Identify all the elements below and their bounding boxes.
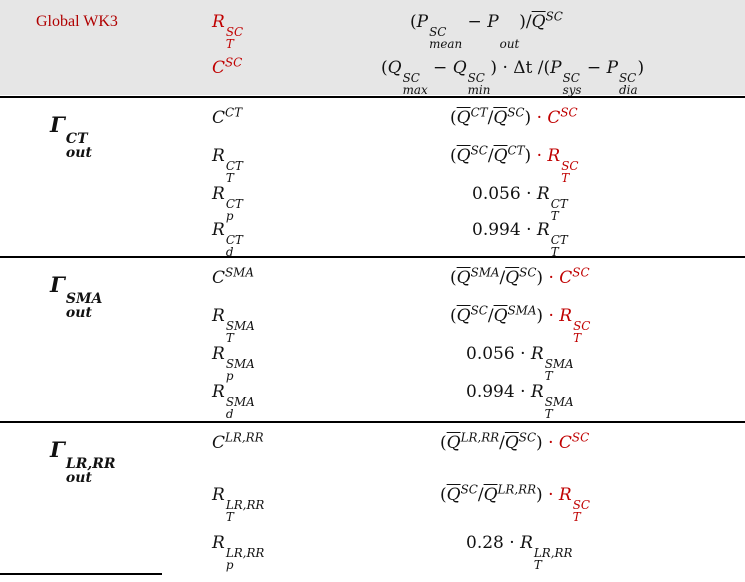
- param-cell: R CT T: [212, 146, 243, 185]
- formula-cell: (QSC/QCT) · R SC T: [450, 143, 579, 185]
- param-cell: R LR,RR p: [212, 533, 265, 572]
- formula-cell: 0.994 · R SMA T: [466, 382, 574, 421]
- header-formula-rt: (P SC mean − P out)/QSC: [410, 9, 563, 51]
- header-formula-c: (Q SC max − Q SC min) · Δt /(P SC sys − P SC dia…: [381, 58, 645, 97]
- formula-cell: 0.056 · R CT T: [472, 184, 568, 223]
- formula-cell: 0.28 · R LR,RR T: [466, 533, 573, 572]
- param-cell: CLR,RR: [212, 430, 264, 453]
- param-cell: R CT d: [212, 220, 243, 259]
- formula-cell: 0.994 · R CT T: [472, 220, 568, 259]
- rule-top-lrrr: [0, 421, 745, 423]
- formula-cell: 0.056 · R SMA T: [466, 344, 574, 383]
- param-cell: R CT p: [212, 184, 243, 223]
- param-cell: R SMA p: [212, 344, 255, 383]
- rule-top-ct: [0, 96, 745, 98]
- group-label: Γ SMA out: [50, 272, 103, 322]
- group-label: Γ LR,RR out: [50, 437, 116, 487]
- rule-top-sma: [0, 256, 745, 258]
- group-label: Γ CT out: [50, 112, 92, 162]
- formula-cell: (QSC/QSMA) · R SC T: [450, 303, 591, 345]
- header-band: [0, 0, 745, 95]
- formula-cell: (QCT/QSC) · CSC: [450, 105, 578, 128]
- footnote-rule: [0, 573, 162, 575]
- param-cell: R LR,RR T: [212, 485, 265, 524]
- param-cell: R SMA T: [212, 306, 255, 345]
- param-cell: R SMA d: [212, 382, 255, 421]
- formula-cell: (QSC/QLR,RR) · R SC T: [440, 482, 590, 524]
- formula-cell: (QSMA/QSC) · CSC: [450, 265, 590, 288]
- header-param-c: CSC: [212, 55, 243, 78]
- formula-cell: (QLR,RR/QSC) · CSC: [440, 430, 590, 453]
- header-param-rt: R SC T: [212, 12, 244, 51]
- param-cell: CCT: [212, 105, 243, 128]
- header-title: Global WK3: [36, 13, 118, 30]
- param-cell: CSMA: [212, 265, 254, 288]
